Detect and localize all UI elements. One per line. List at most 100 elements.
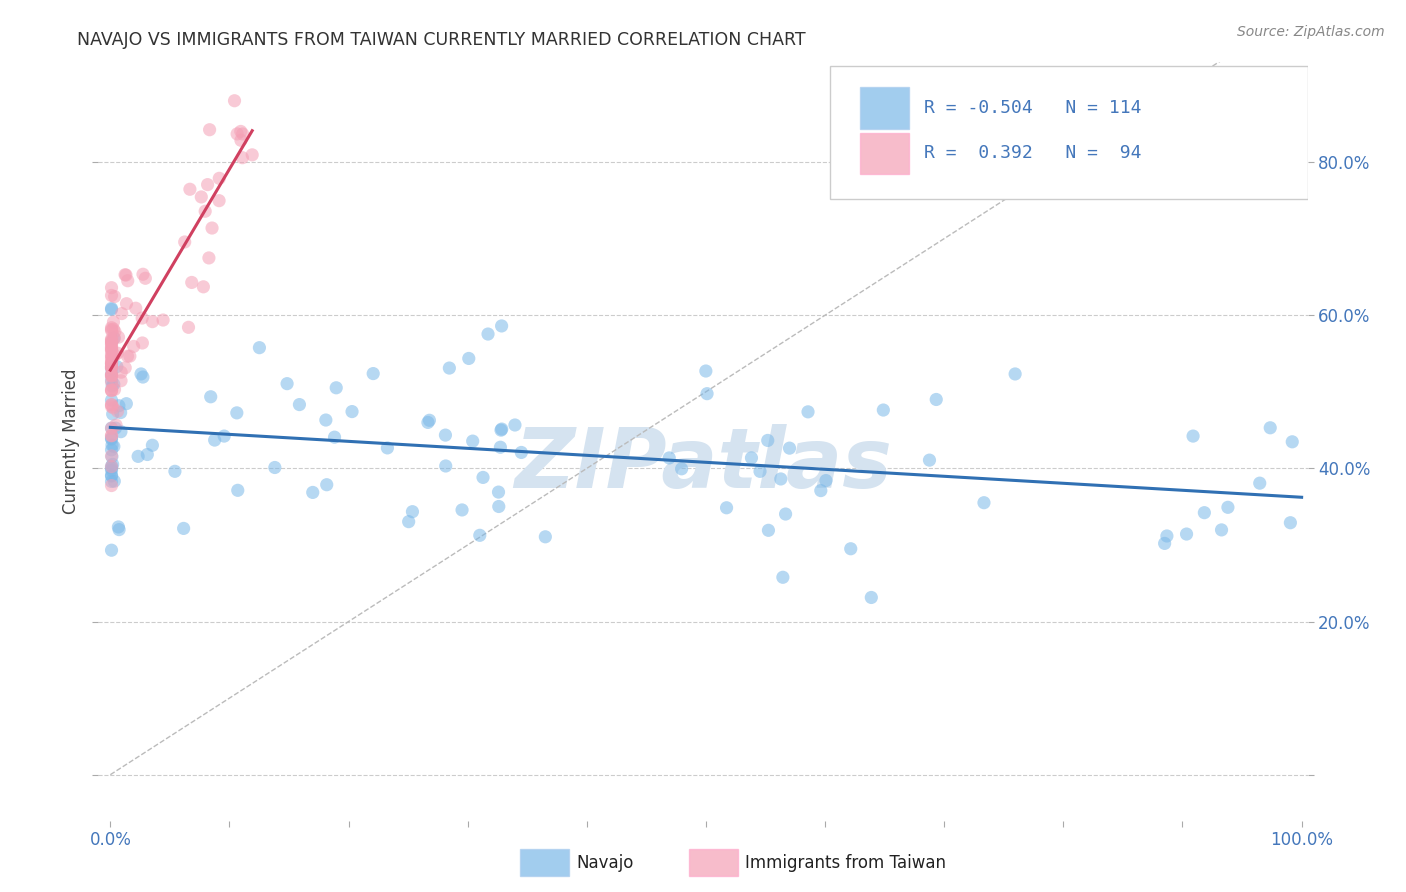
Point <box>434 428 457 442</box>
Point <box>472 470 495 484</box>
Point <box>100 324 122 338</box>
Point <box>115 296 138 310</box>
Point <box>797 405 820 419</box>
Point <box>100 421 122 435</box>
Point <box>925 392 948 407</box>
Point <box>100 429 122 443</box>
Point <box>488 500 510 514</box>
Point <box>100 398 122 412</box>
Point <box>100 375 122 389</box>
Point <box>122 339 145 353</box>
Point <box>204 433 226 447</box>
Point <box>100 332 122 346</box>
Point <box>1156 529 1178 543</box>
Point <box>226 127 249 141</box>
Point <box>229 124 252 138</box>
Text: R = -0.504   N = 114: R = -0.504 N = 114 <box>924 99 1142 117</box>
Point <box>229 133 252 147</box>
Point <box>377 441 399 455</box>
Point <box>1194 506 1216 520</box>
Point <box>100 468 122 483</box>
Point <box>100 383 122 397</box>
Point <box>434 458 457 473</box>
Point <box>1211 523 1233 537</box>
Point <box>301 485 323 500</box>
Point <box>100 349 122 363</box>
Point <box>103 383 125 397</box>
Point <box>232 127 254 141</box>
Point <box>226 483 249 498</box>
Point <box>117 349 139 363</box>
Point <box>100 461 122 475</box>
Point <box>1153 536 1175 550</box>
Point <box>100 351 122 366</box>
Point <box>716 500 738 515</box>
Point <box>658 450 681 465</box>
Point <box>134 271 156 285</box>
Point <box>117 274 139 288</box>
Point <box>100 459 122 474</box>
Point <box>105 418 128 433</box>
Point <box>100 374 122 388</box>
Point <box>100 468 122 483</box>
Point <box>173 235 195 249</box>
Point <box>839 541 862 556</box>
Point <box>315 413 337 427</box>
Point <box>468 528 491 542</box>
Point <box>100 442 122 457</box>
Point <box>100 359 122 374</box>
Point <box>100 302 122 317</box>
Point <box>1249 476 1271 491</box>
Point <box>224 94 246 108</box>
Point <box>439 361 461 376</box>
Point <box>1182 429 1205 443</box>
Point <box>114 360 136 375</box>
Point <box>107 404 129 418</box>
Point <box>100 393 122 408</box>
Point <box>103 315 125 329</box>
Point <box>401 505 423 519</box>
Point <box>100 449 122 463</box>
Point <box>103 322 125 336</box>
Point <box>100 400 122 414</box>
Point <box>111 307 134 321</box>
Point <box>136 448 159 462</box>
Point <box>488 485 510 500</box>
Point <box>101 379 124 393</box>
Point <box>477 326 499 341</box>
Point <box>101 450 124 464</box>
Point <box>100 361 122 376</box>
Point <box>103 377 125 392</box>
Point <box>100 431 122 445</box>
Point <box>398 515 420 529</box>
Point <box>1258 421 1281 435</box>
Point <box>276 376 298 391</box>
Point <box>534 530 557 544</box>
Point <box>115 397 138 411</box>
Point <box>100 384 122 398</box>
Point <box>860 591 883 605</box>
Point <box>208 194 231 208</box>
Point <box>103 474 125 488</box>
FancyBboxPatch shape <box>860 133 908 174</box>
Point <box>100 356 122 370</box>
Text: R =  0.392   N =  94: R = 0.392 N = 94 <box>924 145 1142 162</box>
Point <box>110 425 132 439</box>
Point <box>104 421 127 435</box>
Text: Immigrants from Taiwan: Immigrants from Taiwan <box>745 854 946 871</box>
Point <box>194 204 217 219</box>
Point <box>101 407 124 421</box>
Point <box>451 503 474 517</box>
Point <box>340 404 363 418</box>
Point <box>100 368 122 382</box>
Point <box>418 413 440 427</box>
Point <box>115 268 138 282</box>
Point <box>110 406 132 420</box>
Point <box>100 348 122 362</box>
Point <box>231 151 253 165</box>
Point <box>101 350 124 364</box>
Point <box>872 403 894 417</box>
Point <box>100 368 122 382</box>
Point <box>107 330 129 344</box>
Point <box>105 359 128 374</box>
